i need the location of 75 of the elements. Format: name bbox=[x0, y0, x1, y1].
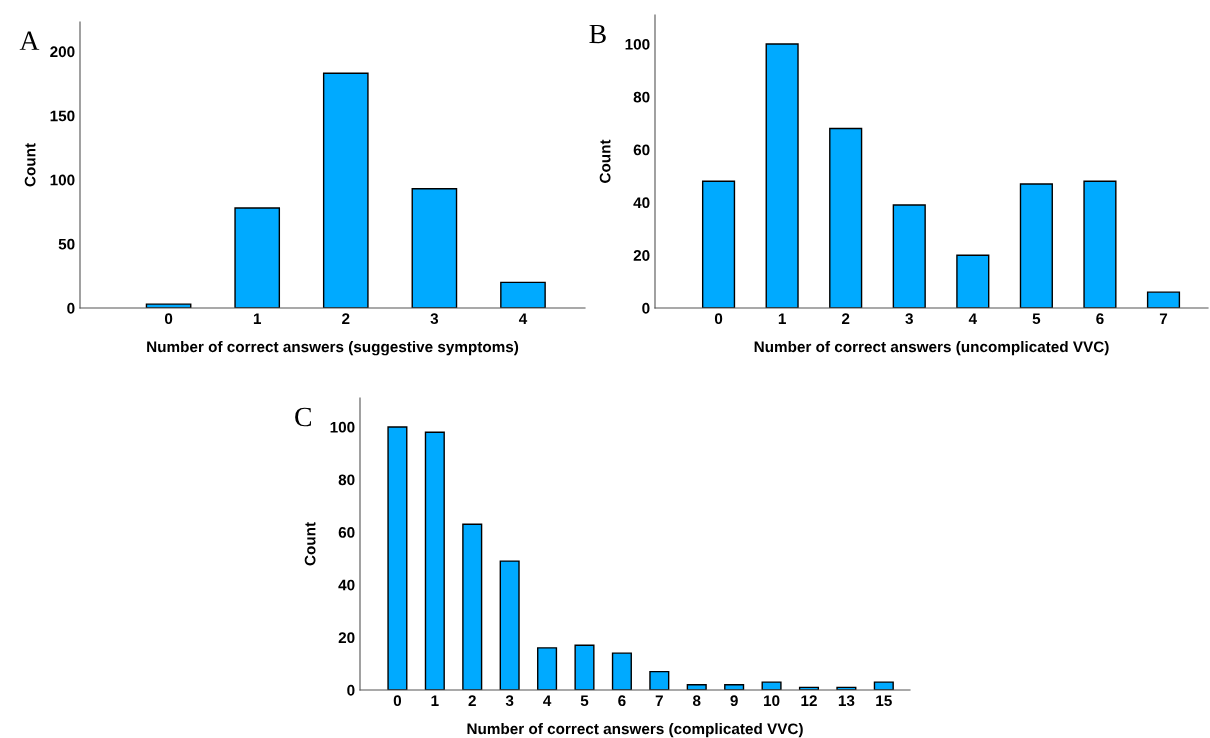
x-tick-label: 12 bbox=[801, 695, 817, 706]
bar bbox=[1019, 183, 1053, 308]
y-tick-label: 150 bbox=[50, 110, 75, 122]
x-axis-title: Number of correct answers (uncomplicated VVC) bbox=[754, 340, 1109, 356]
y-tick-label: 80 bbox=[338, 474, 355, 486]
x-axis-title: Number of correct answers (suggestive symptoms) bbox=[147, 340, 519, 356]
y-axis-title: Count bbox=[24, 143, 36, 187]
bar bbox=[322, 72, 369, 308]
bar bbox=[387, 426, 408, 690]
x-tick-label: 0 bbox=[393, 695, 402, 707]
y-tick-label: 60 bbox=[633, 144, 650, 156]
x-tick-label: 0 bbox=[714, 313, 723, 325]
bar bbox=[411, 188, 458, 308]
y-axis-title: Count bbox=[304, 522, 316, 566]
text: C bbox=[295, 407, 311, 427]
bar bbox=[1146, 291, 1181, 308]
bar bbox=[234, 207, 281, 308]
x-tick-label: 8 bbox=[692, 695, 701, 707]
bar bbox=[1083, 180, 1117, 308]
x-tick-label: 5 bbox=[580, 695, 589, 707]
bar bbox=[611, 652, 632, 690]
y-tick-label: 60 bbox=[338, 527, 355, 538]
x-tick-label: 1 bbox=[431, 695, 439, 706]
bar bbox=[462, 523, 483, 690]
x-tick-label: 2 bbox=[841, 313, 850, 324]
y-tick-label: 20 bbox=[338, 632, 355, 644]
bar bbox=[649, 670, 670, 690]
x-tick-label: 7 bbox=[1159, 313, 1168, 324]
x-tick-label: 2 bbox=[342, 313, 350, 324]
x-tick-label: 9 bbox=[730, 695, 738, 707]
x-tick-label: 5 bbox=[1032, 313, 1041, 325]
bar bbox=[765, 43, 799, 308]
bar bbox=[701, 180, 736, 308]
x-tick-label: 3 bbox=[430, 313, 439, 325]
x-tick-label: 15 bbox=[876, 695, 892, 707]
x-tick-label: 3 bbox=[905, 313, 913, 325]
bar bbox=[424, 431, 445, 690]
bar bbox=[499, 560, 520, 690]
y-tick-label: 100 bbox=[50, 174, 75, 186]
x-tick-label: 2 bbox=[468, 695, 476, 706]
x-tick-label: 0 bbox=[164, 313, 173, 325]
bar bbox=[537, 647, 558, 690]
x-tick-label: 6 bbox=[1096, 313, 1104, 325]
y-axis-title: Count bbox=[599, 139, 611, 183]
x-tick-label: 10 bbox=[764, 695, 780, 707]
y-tick-label: 50 bbox=[58, 238, 75, 250]
bar bbox=[761, 681, 782, 690]
bar bbox=[956, 254, 990, 308]
x-tick-label: 13 bbox=[838, 695, 855, 707]
y-tick-label: 200 bbox=[50, 46, 75, 58]
x-tick-label: 4 bbox=[543, 695, 552, 706]
x-tick-label: 1 bbox=[253, 313, 262, 324]
bar bbox=[829, 127, 863, 308]
y-tick-label: 100 bbox=[625, 38, 650, 50]
bar bbox=[500, 281, 546, 308]
x-tick-label: 6 bbox=[618, 695, 626, 707]
text: A bbox=[19, 31, 40, 50]
y-tick-label: 20 bbox=[633, 250, 650, 261]
y-tick-label: 0 bbox=[642, 302, 650, 314]
y-tick-label: 100 bbox=[330, 421, 355, 433]
y-tick-label: 40 bbox=[633, 197, 650, 209]
y-tick-label: 80 bbox=[633, 91, 650, 103]
x-tick-label: 7 bbox=[655, 695, 663, 706]
bar bbox=[892, 204, 926, 308]
text: B bbox=[589, 24, 606, 44]
bar bbox=[574, 644, 595, 690]
x-tick-label: 3 bbox=[505, 695, 514, 707]
x-tick-label: 4 bbox=[518, 313, 528, 324]
x-tick-label: 4 bbox=[968, 313, 977, 324]
y-tick-label: 0 bbox=[347, 684, 355, 696]
bar bbox=[873, 681, 894, 690]
y-tick-label: 0 bbox=[67, 302, 75, 314]
x-tick-label: 1 bbox=[778, 313, 786, 324]
x-axis-title: Number of correct answers (complicated VVC) bbox=[467, 722, 803, 738]
y-tick-label: 40 bbox=[338, 579, 355, 591]
